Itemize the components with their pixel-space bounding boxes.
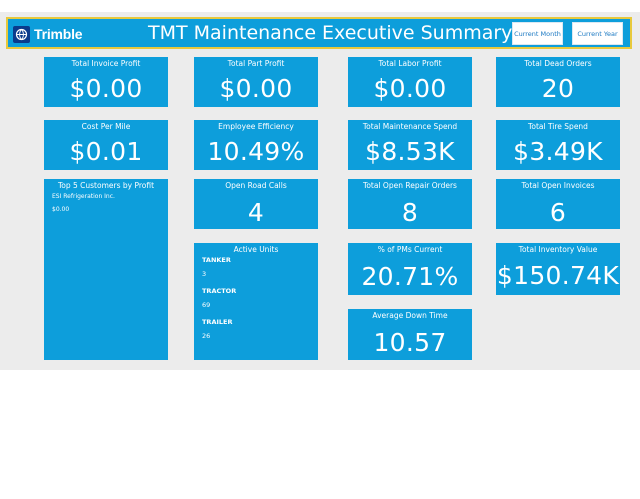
kpi-value: 4 [247, 198, 265, 227]
top-customers-card[interactable]: Top 5 Customers by Profit ESI Refrigerat… [44, 179, 168, 360]
kpi-label: Total Invoice Profit [71, 59, 141, 68]
kpi-pms-current[interactable]: % of PMs Current 20.71% [348, 243, 472, 295]
unit-type: TANKER [202, 256, 231, 264]
kpi-value: $0.00 [373, 74, 447, 103]
kpi-value: $0.00 [69, 74, 143, 103]
kpi-total-invoice-profit[interactable]: Total Invoice Profit $0.00 [44, 57, 168, 107]
kpi-label: Total Open Repair Orders [363, 181, 457, 190]
customer-name: ESI Refrigeration Inc. [52, 193, 115, 200]
kpi-total-tire-spend[interactable]: Total Tire Spend $3.49K [496, 120, 620, 170]
page-title: TMT Maintenance Executive Summary [148, 22, 513, 44]
kpi-value: $0.01 [69, 137, 143, 166]
unit-type: TRACTOR [202, 287, 237, 295]
kpi-total-inventory-value[interactable]: Total Inventory Value $150.74K [496, 243, 620, 295]
active-units-list: TANKER 3 TRACTOR 69 TRAILER 26 [202, 256, 314, 340]
kpi-employee-efficiency[interactable]: Employee Efficiency 10.49% [194, 120, 318, 170]
kpi-value: 8 [401, 198, 419, 227]
unit-type: TRAILER [202, 318, 233, 326]
kpi-label: Total Open Invoices [521, 181, 595, 190]
unit-count: 3 [202, 270, 207, 278]
kpi-label: % of PMs Current [377, 245, 443, 254]
kpi-total-maintenance-spend[interactable]: Total Maintenance Spend $8.53K [348, 120, 472, 170]
kpi-label: Average Down Time [372, 311, 448, 320]
kpi-label: Total Inventory Value [518, 245, 598, 254]
kpi-total-labor-profit[interactable]: Total Labor Profit $0.00 [348, 57, 472, 107]
kpi-value: 6 [549, 198, 567, 227]
kpi-total-open-repair-orders[interactable]: Total Open Repair Orders 8 [348, 179, 472, 229]
active-units-title: Active Units [233, 245, 279, 254]
kpi-label: Total Dead Orders [524, 59, 592, 68]
kpi-cost-per-mile[interactable]: Cost Per Mile $0.01 [44, 120, 168, 170]
kpi-value: 20.71% [361, 262, 459, 291]
kpi-value: $8.53K [365, 137, 455, 166]
kpi-label: Total Tire Spend [528, 122, 588, 131]
unit-count: 26 [202, 332, 211, 340]
kpi-label: Employee Efficiency [218, 122, 294, 131]
top-customers-title: Top 5 Customers by Profit [57, 181, 155, 190]
kpi-value: 20 [541, 74, 575, 103]
report-header: Trimble TMT Maintenance Executive Summar… [6, 17, 632, 49]
kpi-value: $150.74K [496, 261, 620, 290]
unit-count: 69 [202, 301, 211, 309]
current-month-button[interactable]: Current Month [512, 22, 563, 45]
kpi-label: Total Part Profit [227, 59, 285, 68]
kpi-label: Cost Per Mile [81, 122, 131, 131]
kpi-average-down-time[interactable]: Average Down Time 10.57 [348, 309, 472, 360]
kpi-open-road-calls[interactable]: Open Road Calls 4 [194, 179, 318, 229]
trimble-globe-icon [13, 25, 30, 43]
kpi-total-dead-orders[interactable]: Total Dead Orders 20 [496, 57, 620, 107]
kpi-value: $0.00 [219, 74, 293, 103]
trimble-logo: Trimble [13, 25, 83, 43]
kpi-value: 10.57 [373, 328, 447, 357]
kpi-total-part-profit[interactable]: Total Part Profit $0.00 [194, 57, 318, 107]
kpi-label: Total Maintenance Spend [362, 122, 458, 131]
kpi-total-open-invoices[interactable]: Total Open Invoices 6 [496, 179, 620, 229]
kpi-value: 10.49% [207, 137, 305, 166]
customer-profit: $0.00 [52, 206, 70, 213]
kpi-label: Open Road Calls [225, 181, 287, 190]
current-year-button[interactable]: Current Year [572, 22, 623, 45]
top-customers-list: ESI Refrigeration Inc. $0.00 [52, 193, 164, 213]
active-units-card[interactable]: Active Units TANKER 3 TRACTOR 69 TRAILER… [194, 243, 318, 360]
kpi-label: Total Labor Profit [378, 59, 442, 68]
brand-name: Trimble [34, 26, 83, 42]
kpi-value: $3.49K [513, 137, 603, 166]
